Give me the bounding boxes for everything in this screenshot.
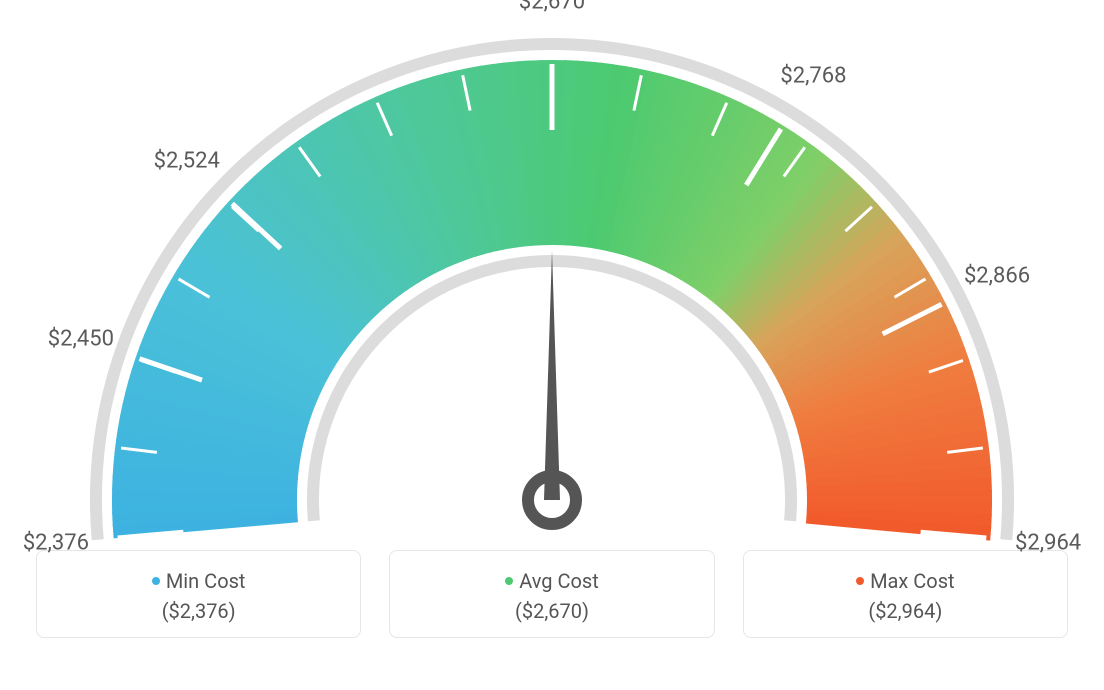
gauge-tick-label: $2,866: [964, 264, 1030, 289]
min-cost-label: Min Cost: [166, 569, 246, 593]
gauge-chart: $2,376 $2,450 $2,524 $2,670 $2,768 $2,866 $2,9…: [0, 0, 1104, 560]
gauge-svg: [0, 0, 1104, 560]
min-cost-title: Min Cost: [37, 569, 360, 593]
gauge-tick-label: $2,450: [48, 326, 114, 351]
gauge-tick-label: $2,964: [1015, 531, 1081, 556]
max-cost-label: Max Cost: [870, 569, 955, 593]
avg-cost-card: Avg Cost ($2,670): [389, 550, 714, 638]
avg-dot-icon: [505, 577, 513, 585]
gauge-tick-label: $2,524: [154, 149, 220, 174]
min-cost-card: Min Cost ($2,376): [36, 550, 361, 638]
max-cost-card: Max Cost ($2,964): [743, 550, 1068, 638]
min-dot-icon: [152, 577, 160, 585]
avg-cost-value: ($2,670): [390, 599, 713, 623]
gauge-tick-label: $2,376: [23, 531, 89, 556]
avg-cost-title: Avg Cost: [390, 569, 713, 593]
min-cost-value: ($2,376): [37, 599, 360, 623]
max-cost-value: ($2,964): [744, 599, 1067, 623]
summary-cards: Min Cost ($2,376) Avg Cost ($2,670) Max …: [0, 550, 1104, 638]
max-cost-title: Max Cost: [744, 569, 1067, 593]
gauge-tick-label: $2,670: [519, 0, 585, 15]
avg-cost-label: Avg Cost: [519, 569, 599, 593]
gauge-tick-label: $2,768: [780, 64, 846, 89]
max-dot-icon: [856, 577, 864, 585]
